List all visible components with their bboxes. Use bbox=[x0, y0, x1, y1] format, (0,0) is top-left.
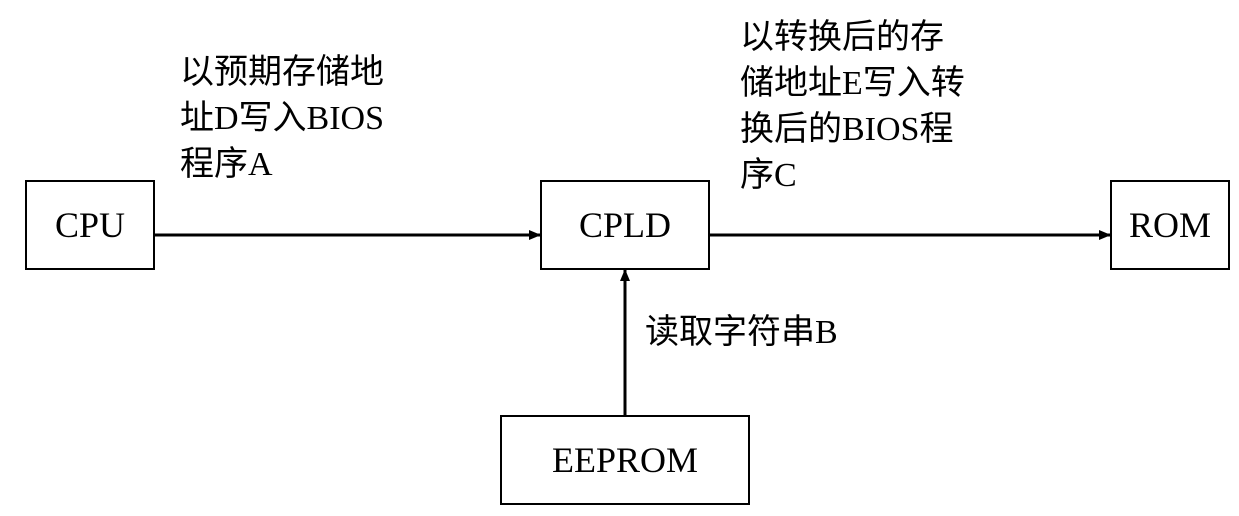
label-cpu-cpld: 以预期存储地 址D写入BIOS 程序A bbox=[180, 50, 540, 188]
node-cpld-label: CPLD bbox=[579, 204, 671, 246]
node-cpld: CPLD bbox=[540, 180, 710, 270]
label-cpld-rom: 以转换后的存 储地址E写入转 换后的BIOS程 序C bbox=[740, 15, 1120, 199]
node-cpu-label: CPU bbox=[55, 204, 125, 246]
node-rom: ROM bbox=[1110, 180, 1230, 270]
node-rom-label: ROM bbox=[1129, 204, 1211, 246]
node-eeprom-label: EEPROM bbox=[552, 439, 698, 481]
node-eeprom: EEPROM bbox=[500, 415, 750, 505]
diagram-canvas: CPU CPLD ROM EEPROM 以预期存储地 址D写入BIOS 程序A … bbox=[0, 0, 1239, 516]
label-eeprom-cpld: 读取字符串B bbox=[645, 310, 925, 356]
node-cpu: CPU bbox=[25, 180, 155, 270]
